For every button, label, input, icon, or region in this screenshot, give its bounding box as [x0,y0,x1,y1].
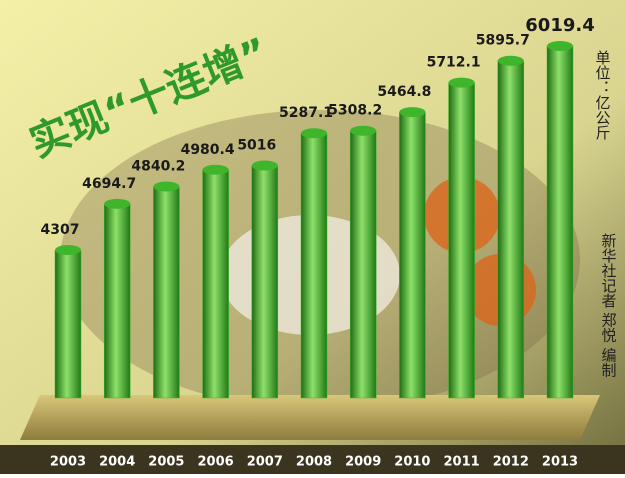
x-tick-label: 2009 [345,455,381,470]
bar [153,186,180,399]
value-label: 5895.7 [476,33,530,49]
bar-cap [104,198,131,209]
unit-label: 单位：亿公斤 [594,50,612,140]
year-band [0,445,625,474]
bar [546,45,574,399]
bar-cap [202,164,229,175]
x-tick-label: 2003 [50,455,86,470]
bar [497,60,525,399]
bar-cap [55,245,81,255]
bar [251,165,279,399]
platform [20,395,600,440]
value-label: 5308.2 [328,103,382,119]
bar [448,82,475,399]
bar-cap [153,181,180,192]
value-label: 4307 [41,222,80,238]
bar-cap [497,55,524,66]
bar [399,111,426,399]
credit: 新华社记者 郑悦 编制 [600,233,618,378]
bar-cap [448,77,475,88]
bar-cap [399,107,426,118]
x-tick-label: 2011 [444,455,480,470]
x-tick-label: 2008 [296,455,332,470]
bar-cap [251,160,278,171]
x-tick-label: 2013 [542,455,578,470]
value-label: 6019.4 [525,15,594,36]
bar-cap [547,41,573,51]
bar [202,169,229,399]
bar [103,203,131,399]
value-label: 4694.7 [82,176,136,192]
x-tick-label: 2005 [148,455,184,470]
value-label: 4980.4 [181,142,235,158]
value-label: 5712.1 [427,55,481,71]
bar [300,132,328,399]
bar [54,249,82,399]
bar-cap [301,128,327,139]
value-label: 5464.8 [377,84,431,100]
bar [349,130,377,399]
value-label: 5016 [237,138,276,154]
value-label: 5287.1 [279,105,333,121]
x-tick-label: 2007 [247,455,283,470]
x-tick-label: 2004 [99,455,135,470]
value-label: 4840.2 [131,158,185,174]
x-tick-label: 2012 [493,455,529,470]
x-tick-label: 2006 [198,455,234,470]
x-tick-label: 2010 [394,455,430,470]
bar-cap [350,125,377,136]
